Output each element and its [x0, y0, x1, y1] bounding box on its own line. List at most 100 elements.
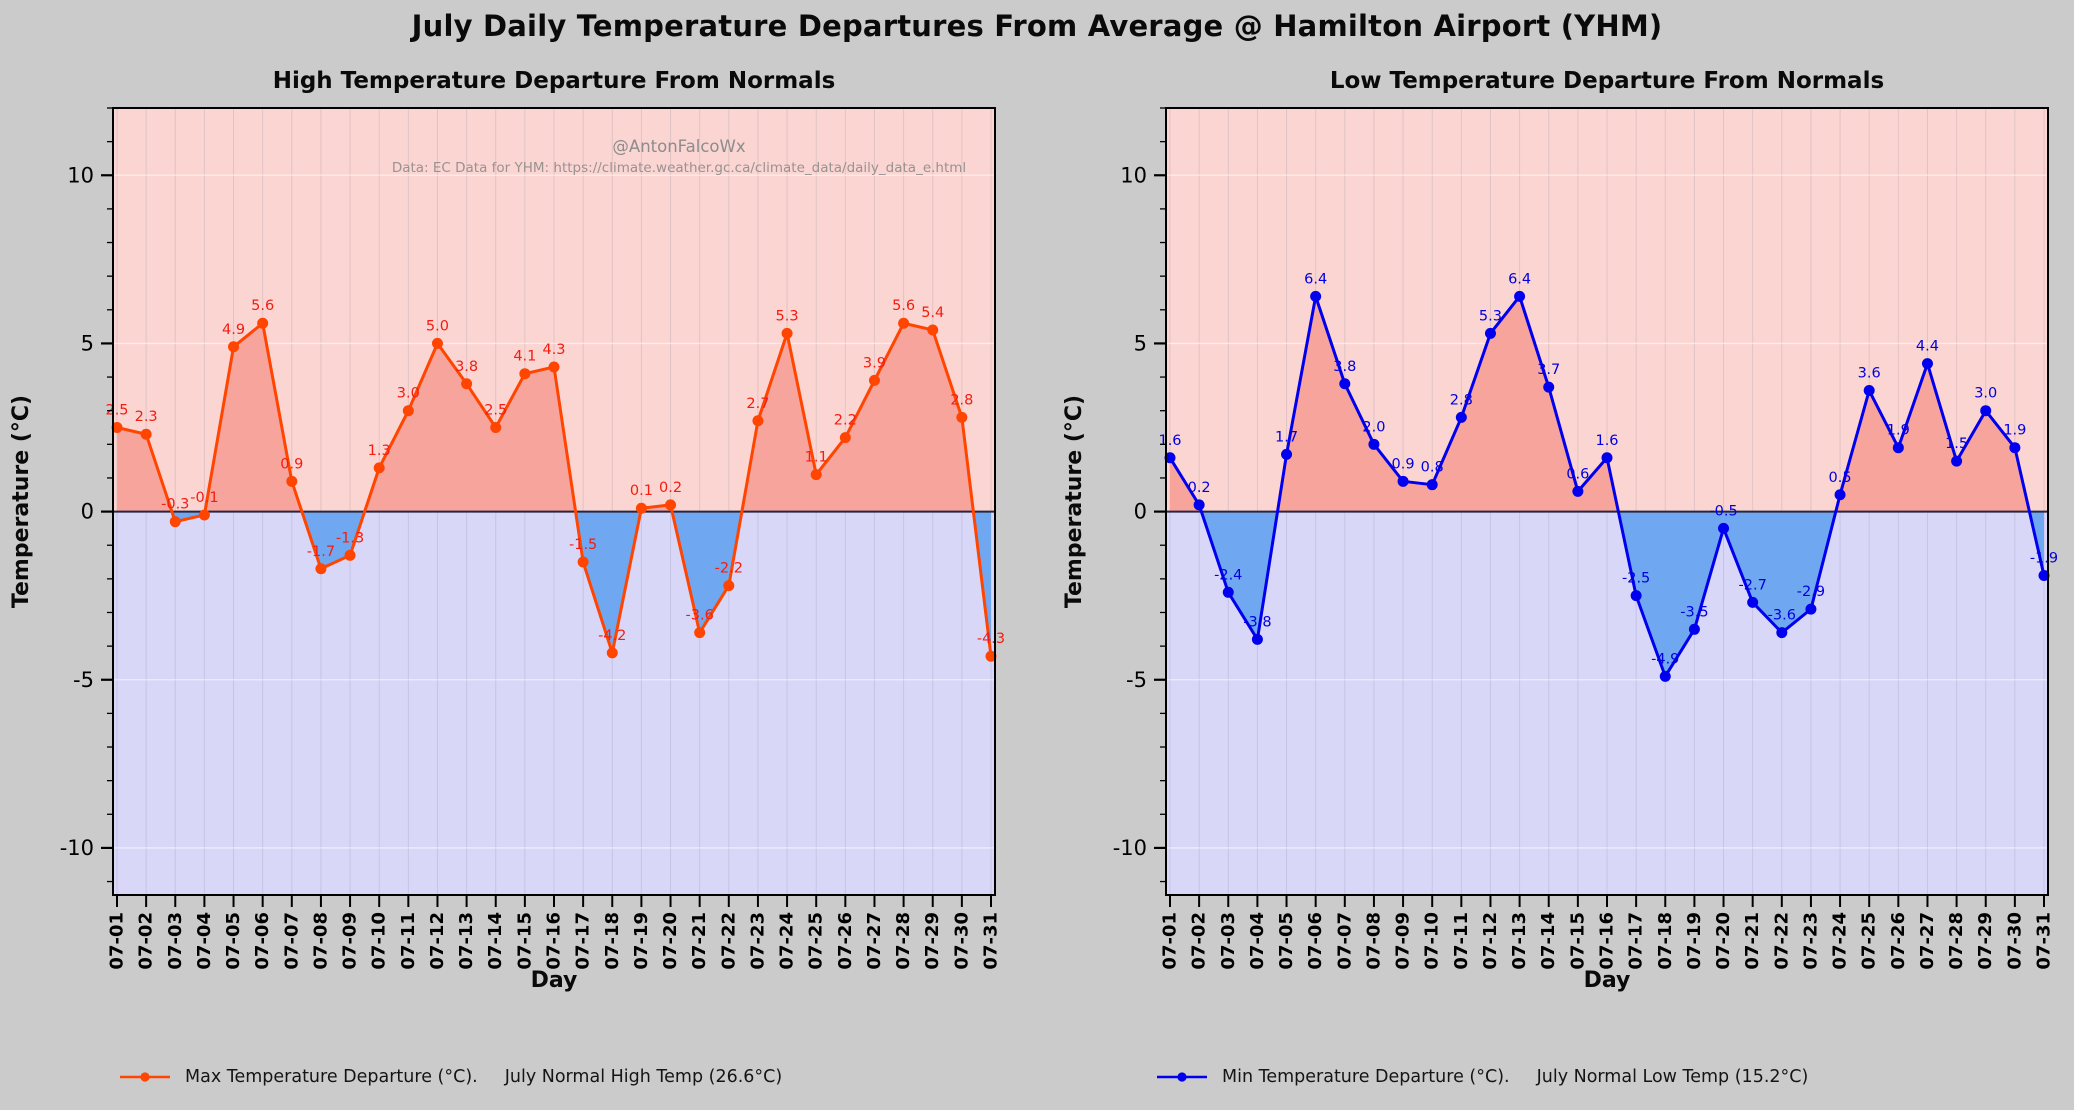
svg-text:07-06: 07-06: [1305, 912, 1326, 970]
svg-text:2.3: 2.3: [135, 409, 158, 425]
svg-text:-0.1: -0.1: [190, 490, 218, 506]
svg-text:-0.5: -0.5: [1709, 503, 1737, 519]
svg-text:07-22: 07-22: [718, 912, 739, 970]
svg-text:-3.6: -3.6: [1768, 608, 1796, 624]
svg-text:1.6: 1.6: [1595, 433, 1618, 449]
charts-row: 2.5 2.3 -0.3 -0.1 4.9 5.6 0.9 -1.7 -1.3 1.3 3.0 5.0…: [0, 48, 2074, 1104]
svg-text:0: 0: [81, 500, 94, 524]
svg-text:0: 0: [1134, 500, 1147, 524]
svg-text:6.4: 6.4: [1508, 271, 1531, 287]
data-labels: 1.6 0.2 -2.4 -3.8 1.7 6.4 3.8 2.0 0.9 0.8 2.8 5.3 6.…: [1158, 271, 2058, 667]
svg-text:07-24: 07-24: [1830, 912, 1851, 970]
svg-text:07-23: 07-23: [1800, 912, 1821, 970]
svg-text:5: 5: [81, 331, 94, 355]
low-temp-legend: Min Temperature Departure (°C). July Nor…: [1037, 1050, 2074, 1104]
svg-text:07-06: 07-06: [252, 912, 273, 970]
high-temp-chart: 2.5 2.3 -0.3 -0.1 4.9 5.6 0.9 -1.7-1.3 1.3 3.0 5.0…: [9, 68, 1005, 993]
low-temp-panel: 1.6 0.2 -2.4 -3.8 1.7 6.4 3.8 2.0 0.9 0.8 2.8 5.3 6.…: [1037, 48, 2074, 1104]
svg-text:3.8: 3.8: [1333, 359, 1356, 375]
legend-line-marker-icon: [1157, 1072, 1207, 1082]
svg-text:-10: -10: [60, 836, 94, 860]
svg-text:07-09: 07-09: [1393, 912, 1414, 970]
svg-text:3.6: 3.6: [1858, 366, 1881, 382]
svg-text:07-28: 07-28: [1946, 912, 1967, 970]
svg-text:3.0: 3.0: [1974, 386, 1997, 402]
svg-text:07-28: 07-28: [893, 912, 914, 970]
page-title: July Daily Temperature Departures From A…: [411, 9, 1663, 43]
svg-text:07-29: 07-29: [1975, 912, 1996, 970]
svg-text:07-07: 07-07: [1334, 912, 1355, 970]
svg-text:4.4: 4.4: [1916, 339, 1939, 355]
svg-text:5.6: 5.6: [251, 298, 274, 314]
svg-text:07-02: 07-02: [136, 912, 157, 970]
svg-text:07-04: 07-04: [1247, 912, 1268, 970]
svg-text:-3.5: -3.5: [1680, 604, 1708, 620]
svg-text:5.0: 5.0: [426, 318, 449, 334]
svg-text:07-04: 07-04: [194, 912, 215, 970]
svg-text:-5: -5: [73, 668, 94, 692]
svg-text:07-05: 07-05: [1276, 912, 1297, 970]
x-axis-ticks: 07-01 07-02 07-03 07-04 07-05 07-06 07-07 07-08…: [107, 895, 1002, 970]
watermark-handle: @AntonFalcoWx: [612, 137, 745, 156]
svg-text:07-12: 07-12: [1480, 912, 1501, 970]
svg-text:07-23: 07-23: [747, 912, 768, 970]
svg-text:0.5: 0.5: [1829, 470, 1852, 486]
svg-text:0.2: 0.2: [659, 480, 682, 496]
svg-text:-2.5: -2.5: [1622, 571, 1650, 587]
svg-text:07-19: 07-19: [631, 912, 652, 970]
svg-text:5.6: 5.6: [892, 298, 915, 314]
svg-text:07-09: 07-09: [340, 912, 361, 970]
svg-text:07-14: 07-14: [1538, 912, 1559, 970]
x-axis-label: Day: [1584, 968, 1631, 993]
svg-text:0.2: 0.2: [1188, 480, 1211, 496]
svg-text:2.8: 2.8: [950, 392, 973, 408]
svg-text:-4.3: -4.3: [977, 631, 1005, 647]
svg-text:1.6: 1.6: [1158, 433, 1181, 449]
data-points: [111, 317, 997, 662]
svg-text:07-26: 07-26: [835, 912, 856, 970]
svg-text:07-26: 07-26: [1888, 912, 1909, 970]
svg-text:07-16: 07-16: [1597, 912, 1618, 970]
svg-text:1.5: 1.5: [1945, 436, 1968, 452]
x-axis-label: Day: [531, 968, 578, 993]
svg-text:3.0: 3.0: [397, 386, 420, 402]
legend-normal-label: July Normal Low Temp (15.2°C): [1536, 1067, 1809, 1087]
svg-text:07-15: 07-15: [514, 912, 535, 970]
svg-text:07-08: 07-08: [1363, 912, 1384, 970]
svg-text:-1.9: -1.9: [2030, 550, 2058, 566]
svg-text:0.9: 0.9: [1392, 456, 1415, 472]
svg-text:07-17: 07-17: [1626, 912, 1647, 970]
chart-title: High Temperature Departure From Normals: [273, 68, 836, 94]
svg-text:07-25: 07-25: [1859, 912, 1880, 970]
high-temp-panel: 2.5 2.3 -0.3 -0.1 4.9 5.6 0.9 -1.7 -1.3 1.3 3.0 5.0…: [0, 48, 1037, 1104]
svg-text:07-31: 07-31: [981, 912, 1002, 970]
svg-text:2.7: 2.7: [746, 396, 769, 412]
svg-text:-10: -10: [1113, 836, 1147, 860]
svg-text:5.3: 5.3: [776, 308, 799, 324]
svg-text:07-08: 07-08: [310, 912, 331, 970]
svg-text:5.3: 5.3: [1479, 308, 1502, 324]
svg-text:4.9: 4.9: [222, 322, 245, 338]
legend-line-marker-icon: [120, 1072, 170, 1082]
data-points: [1164, 290, 2050, 682]
y-axis-label: Temperature (°C): [9, 395, 34, 608]
svg-text:07-15: 07-15: [1567, 912, 1588, 970]
svg-text:-3.8: -3.8: [1243, 614, 1271, 630]
svg-text:07-05: 07-05: [223, 912, 244, 970]
low-temp-chart: 1.6 0.2 -2.4 -3.8 1.7 6.4 3.8 2.0 0.9 0.8 2.8 5.3 6.…: [1062, 68, 2058, 993]
svg-text:1.1: 1.1: [805, 450, 828, 466]
svg-text:07-22: 07-22: [1771, 912, 1792, 970]
high-temp-legend: Max Temperature Departure (°C). July Nor…: [0, 1050, 1037, 1104]
svg-text:07-01: 07-01: [107, 912, 128, 970]
svg-text:07-13: 07-13: [456, 912, 477, 970]
svg-text:10: 10: [1120, 163, 1147, 187]
svg-text:1.9: 1.9: [2003, 423, 2026, 439]
svg-text:07-11: 07-11: [1451, 912, 1472, 970]
svg-text:-2.9: -2.9: [1797, 584, 1825, 600]
chart-title: Low Temperature Departure From Normals: [1330, 68, 1884, 94]
svg-text:0.1: 0.1: [630, 483, 653, 499]
svg-text:2.0: 2.0: [1362, 419, 1385, 435]
svg-text:2.2: 2.2: [834, 413, 857, 429]
svg-text:0.8: 0.8: [1421, 460, 1444, 476]
svg-text:-4.2: -4.2: [598, 628, 626, 644]
